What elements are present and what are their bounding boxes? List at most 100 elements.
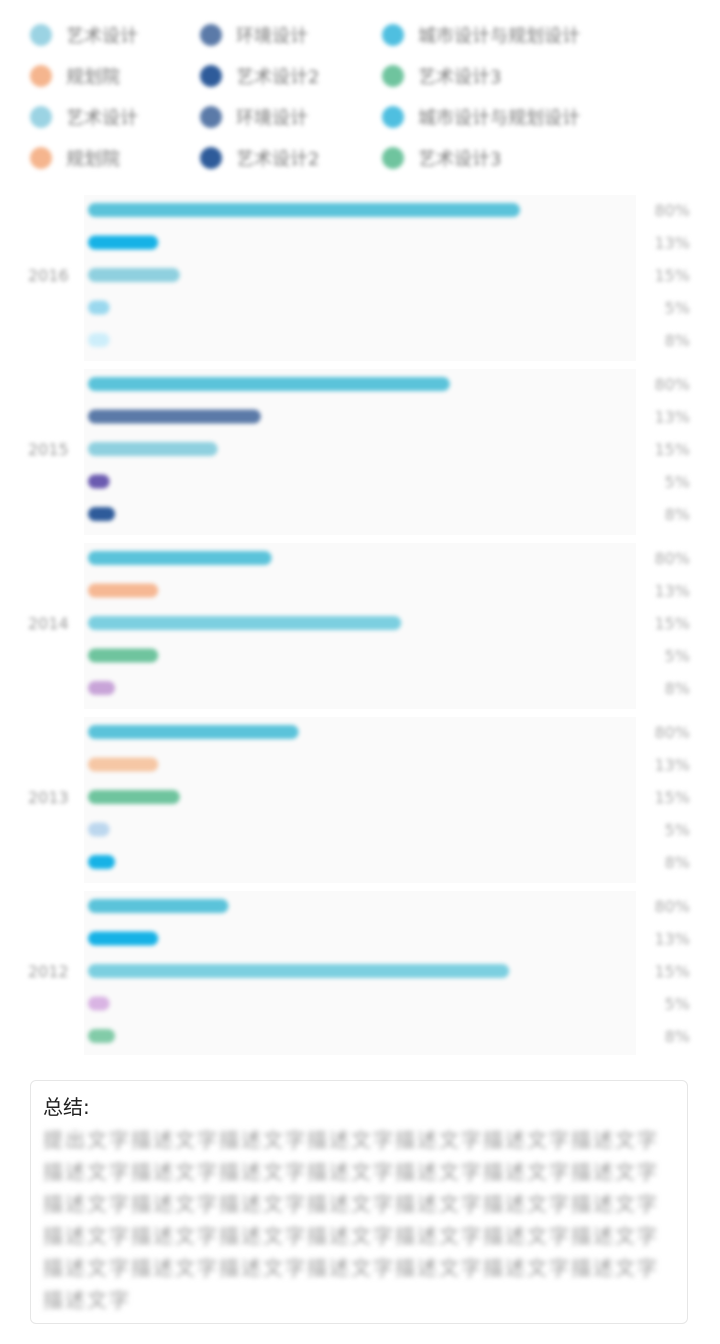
bar-value-label: 13%	[654, 582, 690, 601]
bar-value-label: 5%	[665, 821, 690, 840]
bar	[88, 377, 450, 391]
legend-label: 艺术设计	[66, 25, 138, 47]
bar-value-label: 8%	[665, 331, 690, 350]
bar-value-label: 80%	[654, 897, 690, 916]
legend-item[interactable]: 规划院	[30, 145, 200, 171]
bar-value-label: 13%	[654, 408, 690, 427]
bar	[88, 583, 159, 598]
year-label: 2014	[28, 614, 69, 633]
legend-swatch	[30, 146, 52, 169]
bar	[88, 648, 159, 663]
legend-swatch	[200, 105, 222, 128]
legend-swatch	[382, 64, 404, 87]
legend-label: 环境设计	[236, 107, 308, 129]
legend-label: 艺术设计2	[236, 148, 320, 170]
bar	[88, 790, 180, 804]
bar	[88, 551, 272, 565]
bar-value-label: 15%	[654, 962, 690, 981]
legend-swatch	[30, 105, 52, 128]
legend-row: 艺术设计 环境设计 城市设计与规划设计	[30, 96, 710, 137]
legend-item[interactable]: 城市设计与规划设计	[382, 22, 612, 48]
summary-text: 提出文字描述文字描述文字描述文字描述文字描述文字描述文字描述文字描述文字描述文字…	[43, 1128, 659, 1312]
bar	[88, 931, 159, 946]
legend-row: 规划院 艺术设计2 艺术设计3	[30, 55, 710, 96]
bar	[88, 616, 402, 630]
bar-value-label: 80%	[654, 549, 690, 568]
summary-title: 总结:	[43, 1095, 90, 1119]
legend-item[interactable]: 艺术设计	[30, 104, 200, 130]
legend-swatch	[382, 105, 404, 128]
bar-value-label: 15%	[654, 788, 690, 807]
bar	[88, 203, 520, 217]
legend-label: 艺术设计	[66, 107, 138, 129]
bar	[88, 1029, 115, 1043]
legend-item[interactable]: 艺术设计3	[382, 63, 612, 89]
bar-value-label: 80%	[654, 375, 690, 394]
legend-item[interactable]: 艺术设计2	[200, 145, 382, 171]
bar	[88, 855, 115, 869]
bar	[88, 235, 159, 250]
bar-value-label: 5%	[665, 995, 690, 1014]
bar	[88, 507, 115, 521]
legend-swatch	[200, 23, 222, 46]
legend-label: 城市设计与规划设计	[418, 25, 580, 47]
bar-value-label: 8%	[665, 505, 690, 524]
legend-swatch	[30, 23, 52, 46]
bar-value-label: 15%	[654, 614, 690, 633]
bar	[88, 757, 159, 772]
year-label: 2016	[28, 266, 69, 285]
bar	[88, 268, 180, 282]
legend-row: 规划院 艺术设计2 艺术设计3	[30, 137, 710, 178]
legend-item[interactable]: 环境设计	[200, 104, 382, 130]
bar-value-label: 8%	[665, 1027, 690, 1046]
legend-label: 艺术设计2	[236, 66, 320, 88]
bar	[88, 725, 299, 739]
bar	[88, 442, 218, 456]
legend-label: 规划院	[66, 66, 120, 88]
bar	[88, 822, 110, 837]
legend-label: 艺术设计3	[418, 66, 502, 88]
bar-value-label: 5%	[665, 299, 690, 318]
legend-item[interactable]: 艺术设计	[30, 22, 200, 48]
legend-item[interactable]: 艺术设计2	[200, 63, 382, 89]
legend-swatch	[382, 146, 404, 169]
year-label: 2013	[28, 788, 69, 807]
bar-value-label: 5%	[665, 473, 690, 492]
bar-value-label: 15%	[654, 266, 690, 285]
legend-label: 艺术设计3	[418, 148, 502, 170]
legend-item[interactable]: 环境设计	[200, 22, 382, 48]
year-label: 2012	[28, 962, 69, 981]
bar	[88, 996, 110, 1011]
horizontal-bar-chart: 2016 80% 13% 15% 5% 8% 2015 80% 13% 15% 5% 8% 2014 80…	[28, 195, 690, 1055]
legend-label: 城市设计与规划设计	[418, 107, 580, 129]
bar	[88, 964, 510, 978]
bar-value-label: 13%	[654, 756, 690, 775]
bar-value-label: 8%	[665, 853, 690, 872]
summary-panel: 总结: 提出文字描述文字描述文字描述文字描述文字描述文字描述文字描述文字描述文字…	[30, 1080, 688, 1324]
legend-label: 规划院	[66, 148, 120, 170]
bar	[88, 300, 110, 315]
legend-swatch	[30, 64, 52, 87]
bar	[88, 681, 115, 695]
bar-value-label: 15%	[654, 440, 690, 459]
bar	[88, 409, 261, 424]
bar	[88, 899, 229, 913]
legend-swatch	[200, 64, 222, 87]
bar	[88, 333, 110, 347]
bar-value-label: 13%	[654, 234, 690, 253]
bar-value-label: 13%	[654, 930, 690, 949]
legend-swatch	[200, 146, 222, 169]
legend-item[interactable]: 城市设计与规划设计	[382, 104, 612, 130]
bar-value-label: 80%	[654, 201, 690, 220]
legend-item[interactable]: 规划院	[30, 63, 200, 89]
legend-label: 环境设计	[236, 25, 308, 47]
bar-value-label: 80%	[654, 723, 690, 742]
legend-swatch	[382, 23, 404, 46]
bar	[88, 474, 110, 489]
legend-row: 艺术设计 环境设计 城市设计与规划设计	[30, 14, 710, 55]
bar-value-label: 5%	[665, 647, 690, 666]
chart-legend: 艺术设计 环境设计 城市设计与规划设计 规划院 艺术设计2 艺术设计3 艺术设计 环境设计 城市…	[30, 14, 710, 178]
legend-item[interactable]: 艺术设计3	[382, 145, 612, 171]
bar-value-label: 8%	[665, 679, 690, 698]
year-label: 2015	[28, 440, 69, 459]
